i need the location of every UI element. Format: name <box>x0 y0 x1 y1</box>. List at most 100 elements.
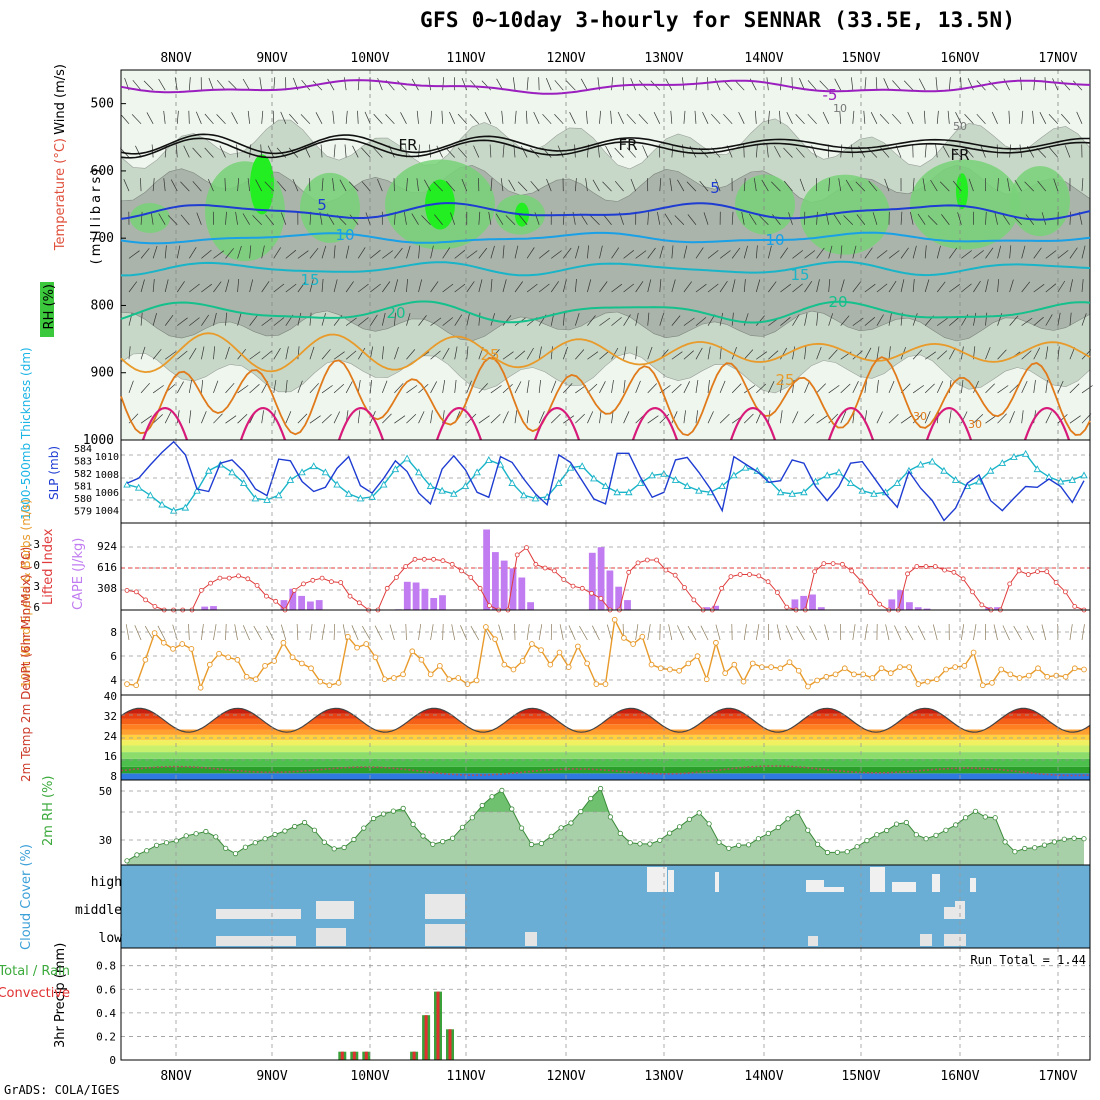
wind-barb <box>773 145 781 158</box>
cloud-low-bar <box>316 928 346 946</box>
rh-point <box>982 814 988 820</box>
thickness-point <box>461 482 470 490</box>
wind-barb <box>550 346 553 360</box>
wind-barb <box>152 279 155 293</box>
wind10-point <box>391 675 397 681</box>
wind-barb <box>309 346 315 360</box>
wind-barb <box>333 411 341 424</box>
wind-barb <box>910 211 914 225</box>
wind-barb <box>599 317 611 326</box>
wind10-barb <box>687 625 697 641</box>
wind-barb <box>1009 383 1020 394</box>
wind10-point <box>998 666 1005 673</box>
thickness-point <box>438 486 446 494</box>
wind10-barb <box>172 624 178 641</box>
wind-barb <box>225 279 230 293</box>
wind10-point <box>722 670 728 676</box>
wind10-point <box>795 667 802 674</box>
wind10-point <box>501 661 508 668</box>
wind-barb <box>128 250 140 259</box>
wind-barb <box>580 78 588 91</box>
wind-barb <box>321 178 324 192</box>
rh-point <box>666 830 673 836</box>
wind10-barb <box>470 625 480 641</box>
wind-barb <box>180 181 190 192</box>
wind10-barb <box>125 624 130 641</box>
rh-point <box>903 819 910 826</box>
wind-barb <box>683 381 691 394</box>
wind-barb <box>189 317 200 326</box>
wind-barb <box>526 283 538 293</box>
wind-barb <box>1057 414 1068 424</box>
precip-convective-bar <box>352 1051 356 1060</box>
wind-barb <box>525 110 528 124</box>
wind10-barb <box>442 623 444 641</box>
thickness-point <box>379 480 388 488</box>
wind-barb <box>587 279 592 293</box>
rh-point <box>824 849 831 856</box>
rh-point <box>361 825 367 831</box>
wind-barb <box>538 283 550 293</box>
slp-tick: 1006 <box>95 488 119 499</box>
li-point <box>338 580 344 585</box>
wind10-point <box>970 649 977 656</box>
thickness-point <box>321 468 330 476</box>
wind-barb <box>852 317 864 326</box>
wind10-point <box>243 673 250 680</box>
wind-barb <box>554 114 564 125</box>
wind10-barb <box>309 624 313 641</box>
temp-tick: 40 <box>104 690 117 703</box>
cape-bar <box>483 529 490 610</box>
wind-barb <box>968 178 974 192</box>
wind10-point <box>280 639 287 646</box>
wind-barb <box>574 144 576 158</box>
wind-barb <box>948 77 951 91</box>
bottom-date-label: 14NOV <box>744 1069 783 1084</box>
wind-barb <box>1064 145 1071 158</box>
rh-point <box>716 839 722 845</box>
wind-barb <box>683 110 686 124</box>
thickness-point <box>391 465 400 473</box>
wind-barb <box>792 250 804 259</box>
wind-barb <box>204 113 214 125</box>
wind-barb <box>1049 147 1059 158</box>
thickness-point <box>893 479 902 486</box>
wind-barb <box>530 180 540 192</box>
wind10-point <box>409 648 416 655</box>
wind-barb <box>610 110 612 124</box>
wind-barb <box>947 110 950 124</box>
wind-barb <box>406 178 408 192</box>
wind-barb <box>870 112 878 124</box>
li-point <box>756 573 762 579</box>
wind10-point <box>308 665 314 672</box>
thickness-point <box>344 489 353 497</box>
rh-core <box>956 173 968 210</box>
wind-barb <box>1069 247 1078 259</box>
rh-point <box>124 858 130 864</box>
wind10-barb <box>917 625 926 641</box>
cape-tick: 308 <box>97 582 117 595</box>
contour-35 <box>827 407 875 441</box>
wind-barb <box>1008 110 1010 124</box>
thickness-point <box>368 492 376 500</box>
wind-barb <box>195 111 202 124</box>
wind10-barb <box>715 624 721 641</box>
wind-barb <box>442 77 445 91</box>
wind-barb <box>936 281 946 293</box>
rh-point <box>203 828 209 835</box>
wind-barb <box>152 178 155 192</box>
wind-barb <box>936 381 944 394</box>
temp-line <box>120 707 1091 733</box>
rh-point <box>884 827 890 834</box>
rh-point <box>637 841 643 847</box>
li-point <box>867 590 873 595</box>
wind-barb <box>839 110 842 124</box>
wind-barb <box>912 178 915 192</box>
rh-point <box>736 842 742 848</box>
cloud-middle-bar <box>316 901 354 919</box>
rh-point <box>509 806 515 812</box>
wind-barb <box>309 383 319 394</box>
contour-label: 25 <box>480 346 499 364</box>
rh-label: RH (%) <box>42 284 57 329</box>
contour-15 <box>121 260 1091 277</box>
